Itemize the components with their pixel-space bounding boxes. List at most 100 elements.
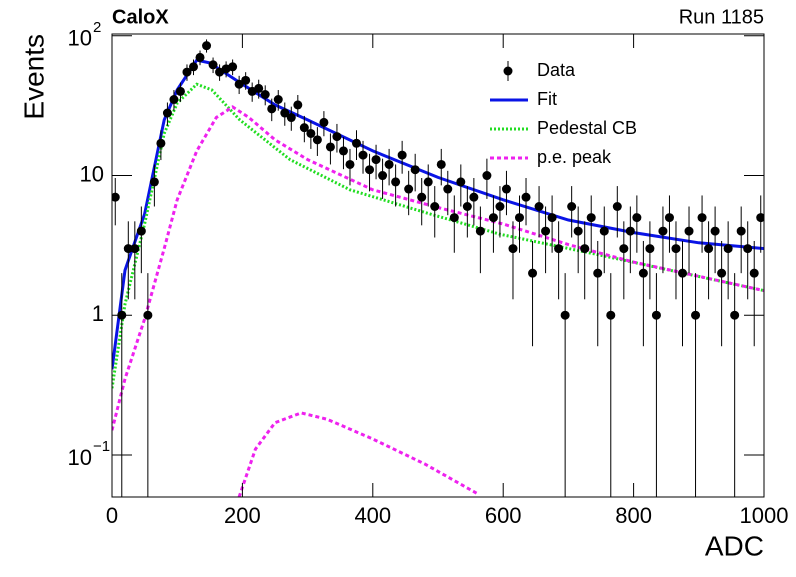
data-point (136, 226, 146, 236)
data-point (378, 171, 388, 181)
data-point (156, 138, 166, 148)
data-point (547, 213, 557, 223)
data-point (678, 268, 687, 278)
data-point (469, 192, 479, 202)
y-tick-label: 1 (92, 301, 104, 326)
data-point (684, 226, 694, 236)
data-point (417, 192, 427, 202)
y-tick-label: 10 (68, 26, 92, 51)
data-point (162, 108, 172, 118)
y-tick-label: 10 (68, 445, 92, 470)
x-tick-label: 800 (615, 503, 652, 528)
plot-area (112, 39, 764, 497)
x-tick-label: 400 (354, 503, 391, 528)
data-point (671, 244, 681, 254)
data-point (319, 117, 329, 127)
data-point (410, 165, 420, 175)
data-point (756, 213, 764, 223)
data-point (286, 113, 296, 123)
data-point (449, 213, 459, 223)
legend-label: Data (537, 60, 576, 80)
x-tick-label: 600 (485, 503, 522, 528)
x-tick-label: 1000 (740, 503, 789, 528)
data-point (189, 62, 198, 72)
x-axis-label: ADC (705, 530, 764, 561)
data-point (632, 213, 642, 223)
curve (112, 58, 764, 370)
data-point (332, 132, 342, 142)
data-point (123, 244, 133, 254)
data-point (430, 202, 440, 212)
data-point (651, 310, 661, 320)
data-point (182, 67, 192, 77)
data-point (606, 310, 616, 320)
data-point (273, 94, 283, 104)
data-point (130, 244, 140, 254)
data-point (534, 202, 544, 212)
data-point (560, 310, 570, 320)
data-point (143, 310, 153, 320)
y-tick-exponent: 2 (93, 19, 101, 36)
data-point (260, 90, 270, 100)
data-point (112, 192, 120, 202)
data-point (358, 150, 368, 160)
data-point (586, 213, 596, 223)
chart-title: CaloX (112, 6, 169, 28)
data-point (580, 244, 590, 254)
data-point (338, 146, 348, 156)
data-point (371, 155, 381, 165)
data-point (515, 213, 524, 223)
data-point (267, 104, 277, 114)
data-point (554, 244, 564, 254)
data-point (391, 177, 401, 187)
data-point (228, 62, 238, 72)
data-point (169, 94, 179, 104)
data-point (482, 171, 492, 181)
data-point (436, 159, 446, 169)
data-point (208, 60, 218, 70)
data-point (312, 135, 322, 145)
data-point (501, 184, 511, 194)
data-point (612, 202, 622, 212)
chart-subtitle: Run 1185 (679, 6, 764, 28)
legend-marker (503, 66, 513, 76)
data-point (567, 202, 577, 212)
data-point (352, 138, 361, 148)
data-point (619, 244, 629, 254)
data-point (723, 244, 733, 254)
data-point (462, 202, 472, 212)
data-point (645, 244, 655, 254)
data-point (704, 244, 714, 254)
data-point (195, 52, 205, 62)
y-tick-label: 10 (80, 161, 104, 186)
data-point (593, 268, 603, 278)
data-point (736, 226, 746, 236)
data-point (521, 192, 531, 202)
data-point (241, 75, 251, 85)
legend-label: Fit (537, 89, 557, 109)
data-point (541, 226, 551, 236)
curve (112, 105, 764, 431)
data-point (456, 177, 466, 187)
data-point (202, 41, 212, 51)
data-point (664, 213, 674, 223)
data-point (365, 165, 375, 175)
data-point (743, 244, 753, 254)
data-point (293, 100, 303, 110)
data-point (710, 226, 720, 236)
data-point (638, 268, 648, 278)
x-tick-label: 0 (106, 503, 118, 528)
data-point (443, 184, 453, 194)
data-point (306, 128, 316, 138)
data-point (625, 226, 635, 236)
x-tick-label: 200 (224, 503, 261, 528)
data-point (495, 202, 505, 212)
legend-label: Pedestal CB (537, 118, 637, 138)
data-point (528, 268, 538, 278)
y-tick-exponent: −1 (93, 438, 110, 455)
data-point (404, 184, 414, 194)
data-point (254, 83, 264, 93)
data-point (299, 123, 309, 133)
data-point (658, 226, 668, 236)
